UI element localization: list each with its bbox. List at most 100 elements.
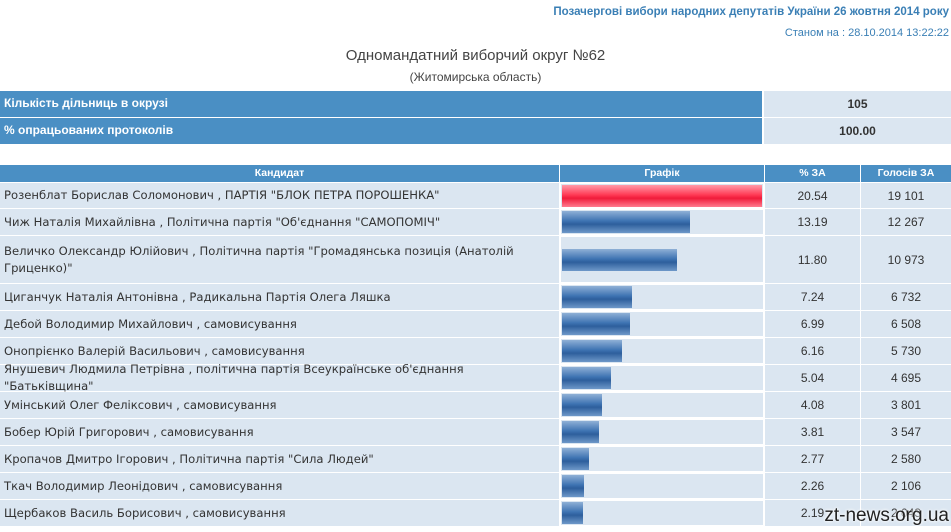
pct-cell: 7.24 bbox=[765, 284, 861, 310]
vote-bar bbox=[562, 248, 677, 271]
table-row: Онопрієнко Валерій Васильович , самовису… bbox=[0, 337, 951, 364]
candidate-name-party: Дебой Володимир Михайлович bbox=[4, 316, 193, 331]
table-row: Умінський Олег Феліксович , самовисуванн… bbox=[0, 391, 951, 418]
votes-cell: 2 106 bbox=[890, 479, 922, 493]
header-pct[interactable]: % ЗА bbox=[765, 165, 861, 182]
candidate-cell: Умінський Олег Феліксович , самовисуванн… bbox=[0, 392, 560, 418]
vote-bar bbox=[562, 421, 599, 443]
candidate-cell: Чиж Наталія Михайлівна , Політична парті… bbox=[0, 209, 560, 235]
candidate-party: самовисування bbox=[211, 343, 305, 358]
candidate-name-party: Кропачов Дмитро Ігорович bbox=[4, 451, 169, 466]
votes-cell: 5 730 bbox=[890, 344, 922, 358]
header-votes[interactable]: Голосів ЗА bbox=[877, 167, 935, 179]
candidate-cell: Янушевич Людмила Петрівна , політична па… bbox=[0, 362, 560, 393]
election-title: Позачергові вибори народних депутатів Ук… bbox=[553, 6, 949, 18]
vote-bar bbox=[562, 394, 602, 416]
candidate-cell: Ткач Володимир Леонідович , самовисуванн… bbox=[0, 473, 560, 499]
results-table: Кандидат Графік % ЗА Голосів ЗА Розенбла… bbox=[0, 165, 951, 526]
candidate-party: самовисування bbox=[203, 316, 297, 331]
pct-cell: 2.77 bbox=[765, 446, 861, 472]
district-region: (Житомирська область) bbox=[409, 70, 542, 84]
votes-cell: 4 695 bbox=[890, 371, 922, 385]
candidate-name-party: Чиж Наталія Михайлівна bbox=[4, 214, 156, 229]
candidate-name-party: Янушевич Людмила Петрівна bbox=[4, 362, 185, 376]
table-header: Кандидат Графік % ЗА Голосів ЗА bbox=[0, 165, 951, 182]
summary-value: 105 bbox=[764, 91, 951, 117]
candidate-cell: Кропачов Дмитро Ігорович , Політична пар… bbox=[0, 446, 560, 472]
candidate-cell: Онопрієнко Валерій Васильович , самовису… bbox=[0, 338, 560, 364]
vote-bar bbox=[562, 367, 611, 389]
watermark: zt-news.org.ua bbox=[824, 505, 949, 526]
pct-cell: 3.81 bbox=[765, 419, 861, 445]
graph-cell bbox=[560, 338, 765, 364]
header-graph[interactable]: Графік bbox=[560, 165, 765, 182]
table-row: Кропачов Дмитро Ігорович , Політична пар… bbox=[0, 445, 951, 472]
pct-cell: 2.19 bbox=[765, 500, 861, 526]
summary-table: Кількість дільниць в окрузі 105 % опраць… bbox=[0, 91, 951, 145]
graph-background bbox=[561, 474, 763, 498]
votes-cell: 6 732 bbox=[890, 290, 922, 304]
graph-cell bbox=[560, 311, 765, 337]
vote-bar bbox=[562, 340, 622, 362]
summary-row-stations: Кількість дільниць в окрузі 105 bbox=[0, 91, 951, 117]
graph-cell bbox=[560, 209, 765, 235]
vote-bar bbox=[562, 211, 690, 233]
candidate-party: ПАРТІЯ "БЛОК ПЕТРА ПОРОШЕНКА" bbox=[224, 188, 440, 202]
pct-cell: 11.80 bbox=[765, 236, 861, 283]
graph-cell bbox=[560, 500, 765, 526]
candidate-name-party: Величко Олександр Юлійович bbox=[4, 243, 189, 258]
vote-bar bbox=[562, 448, 589, 470]
votes-cell: 10 973 bbox=[887, 252, 925, 267]
candidate-party: Радикальна Партія Олега Ляшка bbox=[189, 289, 391, 304]
summary-row-protocols: % опрацьованих протоколів 100.00 bbox=[0, 118, 951, 144]
candidate-party: самовисування bbox=[183, 397, 277, 412]
candidate-cell: Бобер Юрій Григорович , самовисування bbox=[0, 419, 560, 445]
header-candidate[interactable]: Кандидат bbox=[0, 165, 560, 182]
graph-cell bbox=[560, 473, 765, 499]
table-row: Янушевич Людмила Петрівна , політична па… bbox=[0, 362, 951, 393]
candidate-cell: Дебой Володимир Михайлович , самовисуван… bbox=[0, 311, 560, 337]
candidate-party: Політична партія "Сила Людей" bbox=[179, 451, 374, 466]
graph-cell bbox=[560, 419, 765, 445]
votes-cell: 2 580 bbox=[890, 452, 922, 466]
candidate-party: Політична партія "Громадянська позиція (… bbox=[4, 243, 514, 275]
graph-cell bbox=[560, 446, 765, 472]
table-row: Дебой Володимир Михайлович , самовисуван… bbox=[0, 310, 951, 337]
graph-cell bbox=[560, 236, 765, 283]
graph-background bbox=[561, 501, 763, 525]
candidate-party: самовисування bbox=[189, 478, 283, 493]
votes-cell: 19 101 bbox=[887, 188, 925, 203]
votes-cell: 2 043 bbox=[890, 506, 922, 520]
graph-cell bbox=[560, 365, 765, 391]
graph-cell bbox=[560, 392, 765, 418]
candidate-party: самовисування bbox=[160, 424, 254, 439]
vote-bar bbox=[562, 313, 630, 335]
summary-label: Кількість дільниць в окрузі bbox=[0, 91, 762, 117]
table-body: Розенблат Борислав Соломонович , ПАРТІЯ … bbox=[0, 182, 951, 526]
candidate-party: Політична партія "Об'єднання "САМОПОМІЧ" bbox=[166, 214, 441, 229]
pct-cell: 6.16 bbox=[765, 338, 861, 364]
district-title: Одномандатний виборчий округ №62 bbox=[345, 47, 606, 64]
candidate-party: самовисування bbox=[192, 505, 286, 520]
vote-bar bbox=[562, 502, 583, 524]
table-row: Ткач Володимир Леонідович , самовисуванн… bbox=[0, 472, 951, 499]
table-row: Величко Олександр Юлійович , Політична п… bbox=[0, 235, 951, 283]
votes-cell: 6 508 bbox=[890, 317, 922, 331]
candidate-cell: Щербаков Василь Борисович , самовисуванн… bbox=[0, 500, 560, 526]
pct-cell: 13.19 bbox=[765, 209, 861, 235]
pct-cell: 20.54 bbox=[765, 183, 861, 208]
summary-value: 100.00 bbox=[764, 118, 951, 144]
candidate-name-party: Ткач Володимир Леонідович bbox=[4, 478, 179, 493]
vote-bar bbox=[562, 286, 632, 308]
table-row: Чиж Наталія Михайлівна , Політична парті… bbox=[0, 208, 951, 235]
candidate-party: політична партія Всеукраїнське об'єднанн… bbox=[4, 362, 464, 393]
candidate-cell: Розенблат Борислав Соломонович , ПАРТІЯ … bbox=[0, 183, 560, 208]
candidate-name-party: Розенблат Борислав Соломонович bbox=[4, 188, 214, 202]
graph-background bbox=[561, 447, 763, 471]
table-row: Бобер Юрій Григорович , самовисування 3.8… bbox=[0, 418, 951, 445]
candidate-cell: Величко Олександр Юлійович , Політична п… bbox=[0, 236, 560, 283]
table-row: Розенблат Борислав Соломонович , ПАРТІЯ … bbox=[0, 182, 951, 208]
timestamp: Станом на : 28.10.2014 13:22:22 bbox=[784, 27, 949, 39]
summary-label: % опрацьованих протоколів bbox=[0, 118, 762, 144]
table-row: Щербаков Василь Борисович , самовисуванн… bbox=[0, 499, 951, 526]
